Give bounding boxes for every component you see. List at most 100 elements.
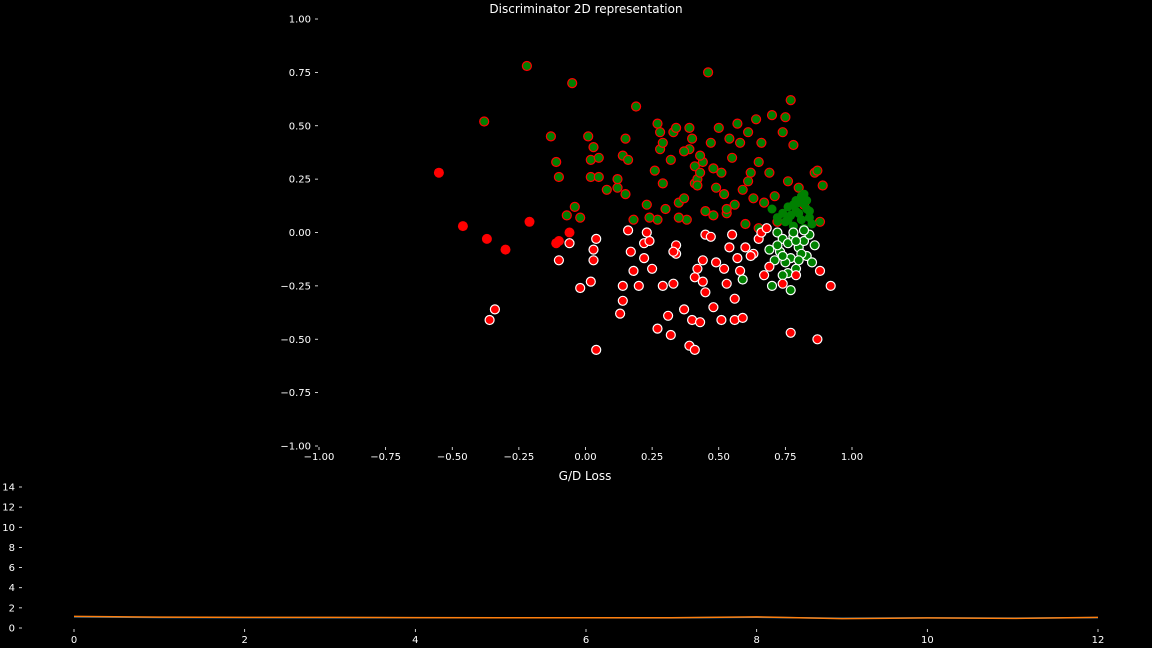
green-red-edge-point [716,167,727,178]
red-white-edge-point [665,329,676,341]
green-red-edge-point [678,193,690,204]
green-red-edge-point [785,94,796,106]
green-red-edge-point [734,137,746,148]
green-red-edge-point [694,150,706,161]
red-white-edge-point [700,287,711,298]
green-white-edge-point [764,244,775,255]
green-red-edge-point [705,137,716,148]
red-white-edge-point [638,253,650,264]
loss-x-tick-label: 0 [71,635,77,646]
loss-y-tick-label: 6 [9,563,15,574]
green-red-edge-point [628,214,639,225]
loss-panel: G/D Loss 0 2 4 6 8 10 12 14 0 2 4 6 8 10… [2,469,1104,646]
green-white-edge-point [806,257,818,268]
red-white-edge-point [732,253,743,264]
green-red-edge-point [745,167,756,178]
green-red-edge-point [713,122,724,134]
scatter-x-tick-label: −0.50 [437,452,468,463]
green-red-edge-point [654,127,666,138]
loss-line-orange [73,615,1099,620]
green-red-edge-point [553,171,565,183]
green-red-edge-point [684,122,695,134]
red-point [564,227,575,238]
loss-x-tick-label: 4 [412,635,418,646]
red-white-edge-point [564,238,575,249]
green-red-edge-point [766,109,778,121]
green-red-edge-point [665,154,676,165]
green-red-edge-point [657,178,668,189]
green-red-edge-point [777,127,788,138]
scatter-y-ticks: 1.00 0.75 0.50 0.25 0.00 −0.25 −0.50 −0.… [280,15,318,453]
red-point [500,244,511,255]
red-white-edge-point [662,310,674,321]
green-red-edge-point [742,176,754,187]
red-white-edge-point [575,282,586,294]
loss-y-tick-label: 14 [2,483,15,494]
green-red-edge-point [641,199,652,210]
scatter-x-tick-label: −1.00 [304,452,335,463]
green-red-edge-point [753,156,764,168]
loss-title: G/D Loss [559,469,612,483]
red-white-edge-point [737,312,748,323]
loss-y-ticks: 0 2 4 6 8 10 12 14 [2,483,22,635]
red-white-edge-point [705,231,716,242]
green-red-edge-point [567,77,578,89]
green-red-edge-point [545,131,557,142]
loss-x-ticks: 0 2 4 6 8 10 12 [71,629,1104,646]
red-white-edge-point [726,229,738,240]
green-red-edge-point [670,122,682,134]
loss-x-tick-label: 2 [241,635,247,646]
green-red-edge-point [724,133,735,144]
green-white-edge-point [793,255,804,266]
green-red-edge-point [689,161,700,172]
green-red-edge-point [812,165,823,176]
scatter-points [433,60,836,355]
red-white-edge-point [657,280,668,291]
red-white-edge-point [588,255,599,266]
loss-y-tick-label: 2 [9,603,15,614]
green-point [802,196,812,205]
green-white-edge-point [766,280,778,291]
red-white-edge-point [689,344,700,355]
red-white-edge-point [745,250,756,262]
green-red-edge-point [612,182,623,193]
red-point [524,216,535,227]
red-white-edge-point [697,276,708,287]
red-white-edge-point [716,314,727,326]
green-red-edge-point [561,210,572,221]
loss-x-tick-label: 8 [753,635,759,646]
green-red-edge-point [814,216,826,227]
green-red-edge-point [593,152,604,163]
scatter-y-tick-label: −0.25 [280,281,311,292]
green-red-edge-point [692,180,703,191]
red-white-edge-point [652,323,663,334]
scatter-x-tick-label: 1.00 [841,452,863,463]
scatter-x-tick-label: 0.25 [641,452,663,463]
scatter-x-tick-label: 0.00 [574,452,596,463]
red-white-edge-point [489,304,500,315]
red-white-edge-point [694,317,706,328]
green-red-edge-point [740,218,751,230]
loss-y-tick-label: 10 [2,523,15,534]
green-white-edge-point [737,274,748,285]
red-white-edge-point [764,261,775,272]
red-white-edge-point [553,255,565,266]
green-white-edge-point [769,255,780,266]
red-white-edge-point [790,270,802,281]
red-white-edge-point [710,257,722,268]
red-point [457,221,468,232]
green-red-edge-point [673,212,684,223]
green-red-edge-point [732,118,743,129]
loss-x-tick-label: 10 [921,635,934,646]
green-red-edge-point [702,67,714,78]
green-red-edge-point [612,174,623,185]
red-white-edge-point [641,227,652,238]
scatter-panel: Discriminator 2D representation 1.00 0.7… [280,2,863,463]
red-white-edge-point [697,255,708,266]
red-white-edge-point [692,263,703,274]
green-point [783,215,793,225]
green-red-edge-point [718,189,730,200]
